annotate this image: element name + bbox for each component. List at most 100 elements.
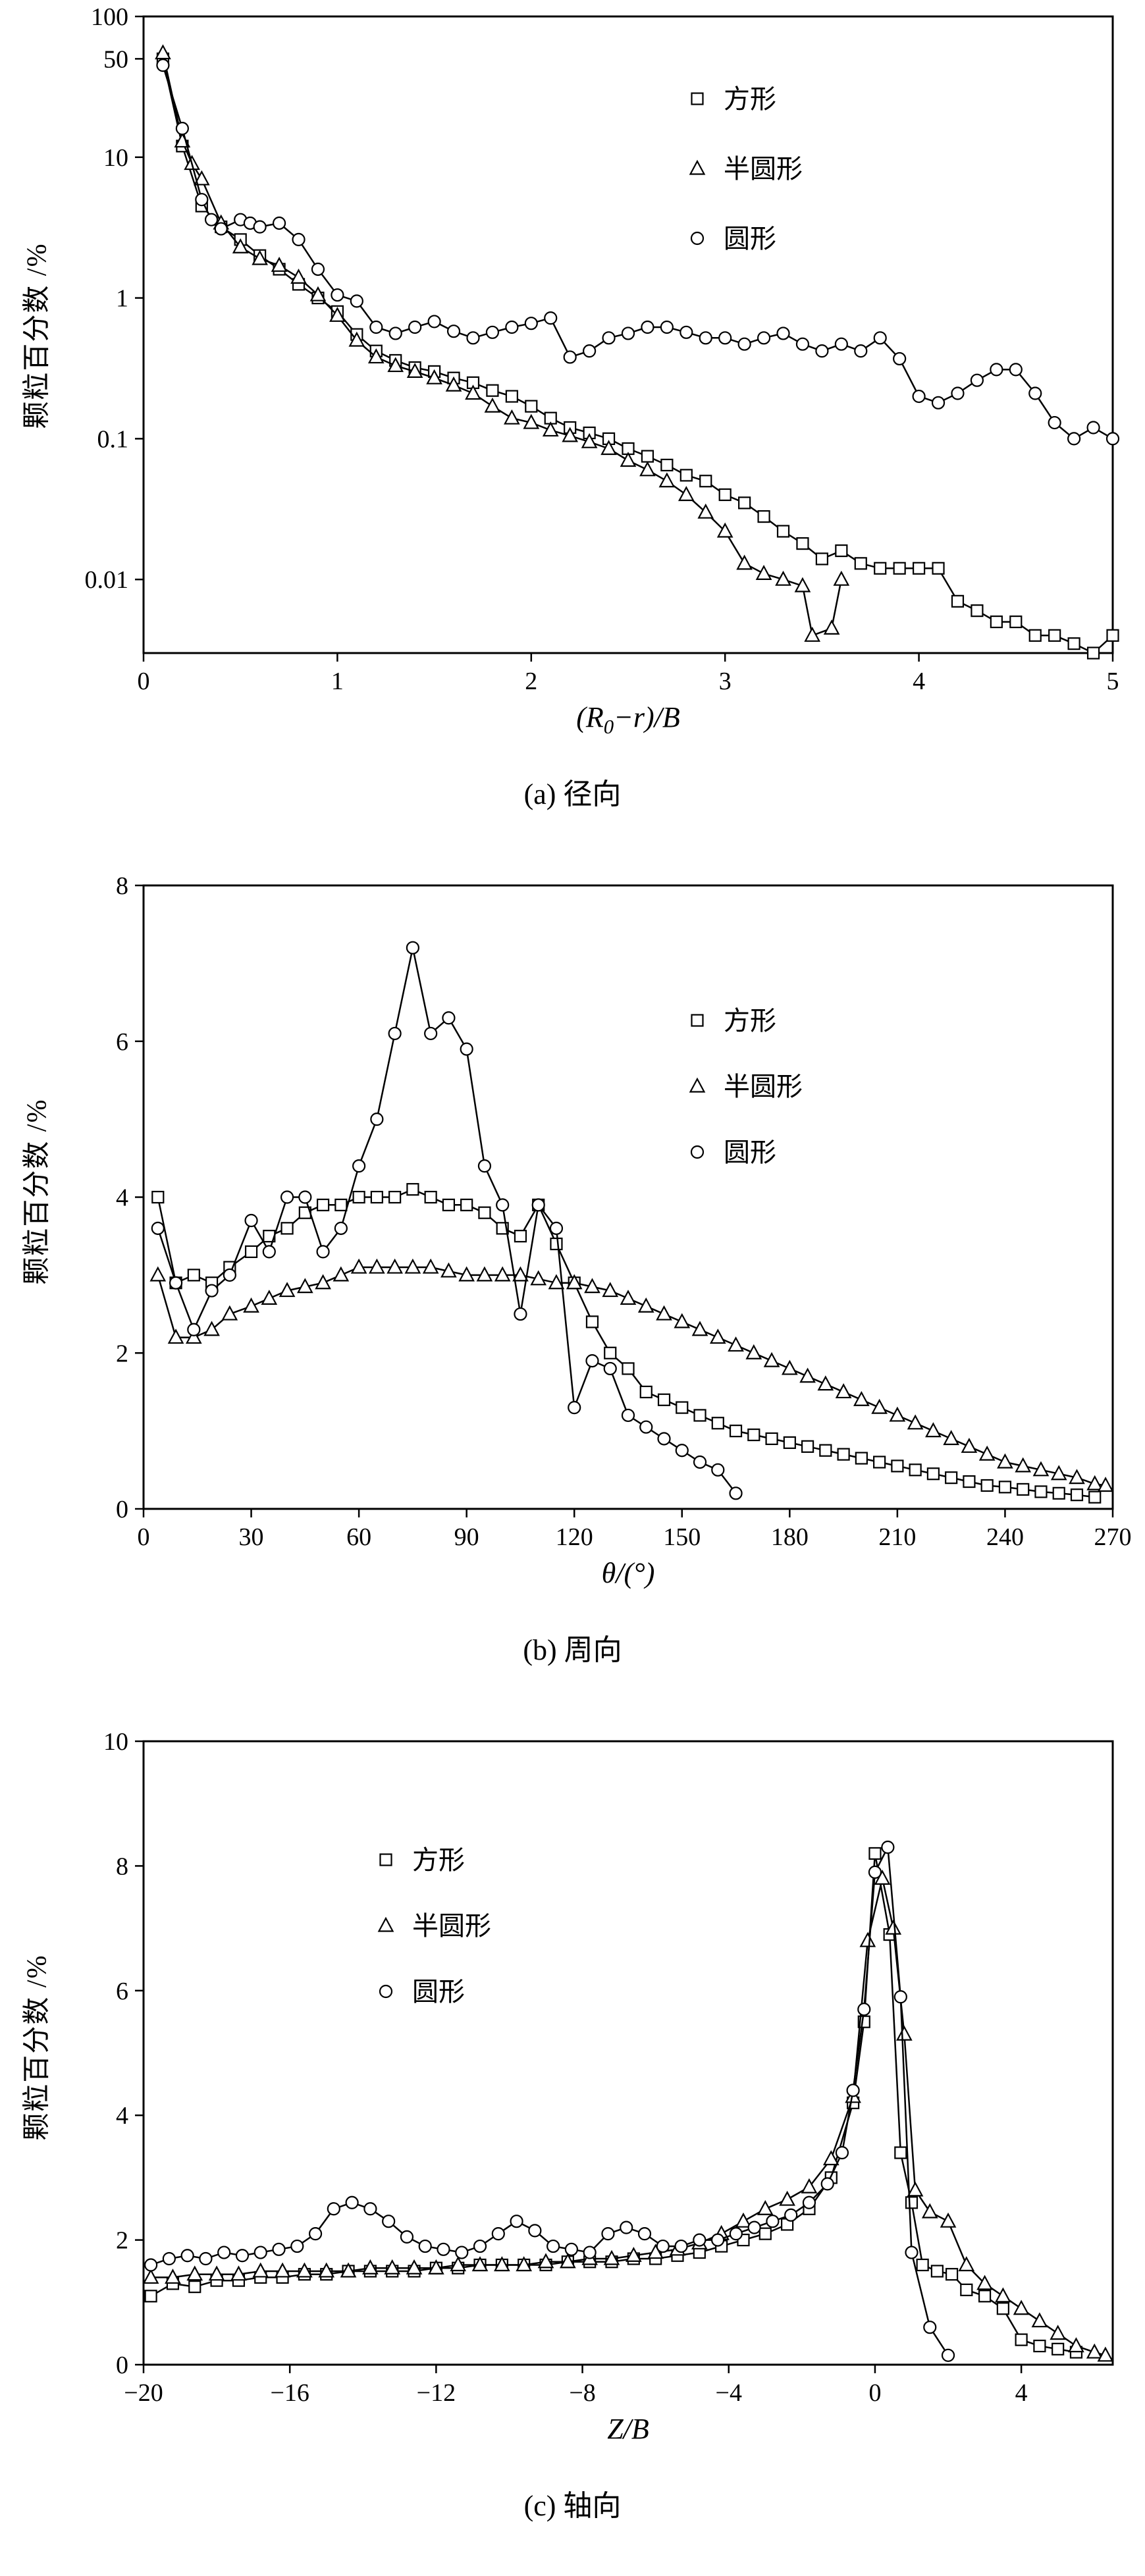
marker-square-icon — [998, 1481, 1012, 1494]
marker-circle-icon — [868, 1865, 882, 1879]
chart-c-caption: (c) 轴向 — [523, 2489, 622, 2522]
marker-circle-icon — [544, 311, 558, 325]
marker-square-icon — [388, 1190, 402, 1204]
x-tick-label: −12 — [417, 2379, 456, 2407]
marker-circle-icon — [893, 1990, 907, 2004]
marker-triangle-icon — [386, 1258, 403, 1274]
marker-triangle-icon — [369, 1258, 385, 1274]
marker-triangle-icon — [1050, 1465, 1067, 1481]
chart-a-x-axis-title: (R0−r)/B — [144, 700, 1113, 739]
marker-triangle-icon — [823, 619, 840, 635]
marker-square-icon — [971, 604, 984, 618]
marker-triangle-icon — [516, 2256, 533, 2272]
series-line-circle — [150, 1846, 949, 2356]
chart-a-block: 颗粒百分数 /% 0 1 2 3 4 5 100 50 10 1 0.1 0.01 方形 半圆形 圆形 (R… — [0, 0, 1145, 856]
marker-square-icon — [550, 1237, 563, 1251]
marker-circle-icon — [747, 2221, 761, 2234]
marker-square-icon — [815, 552, 829, 565]
marker-triangle-icon — [958, 2256, 975, 2272]
marker-triangle-icon — [603, 2249, 620, 2265]
marker-circle-icon — [711, 1463, 725, 1477]
marker-triangle-icon — [149, 1266, 167, 1282]
marker-triangle-icon — [315, 1274, 331, 1290]
marker-circle-icon — [400, 2230, 414, 2244]
marker-square-icon — [945, 2268, 959, 2281]
marker-triangle-icon — [674, 1313, 691, 1328]
marker-triangle-icon — [560, 2253, 576, 2269]
marker-triangle-icon — [232, 238, 249, 253]
marker-square-icon — [873, 1456, 886, 1469]
marker-circle-icon — [253, 220, 267, 234]
marker-square-icon — [990, 615, 1003, 629]
marker-square-icon — [188, 2280, 201, 2294]
x-tick-label: 60 — [346, 1523, 371, 1551]
marker-square-icon — [932, 562, 945, 575]
marker-triangle-icon — [422, 1258, 439, 1274]
legend-label: 半圆形 — [412, 1911, 491, 1941]
marker-circle-icon — [881, 1840, 895, 1854]
marker-triangle-icon — [1032, 1461, 1050, 1477]
marker-triangle-icon — [208, 2265, 225, 2281]
marker-circle-icon — [280, 1190, 294, 1204]
marker-square-icon — [759, 2227, 772, 2240]
chart-b-y-axis-title: 颗粒百分数 /% — [22, 1098, 53, 1285]
marker-square-icon — [244, 1245, 258, 1258]
marker-square-icon — [514, 1230, 527, 1243]
marker-circle-icon — [311, 262, 325, 276]
x-tick-label: −8 — [569, 2379, 595, 2407]
marker-circle-icon — [446, 325, 461, 338]
plot-frame — [142, 1740, 1114, 2366]
marker-circle-icon — [424, 1026, 438, 1041]
marker-triangle-icon — [822, 2150, 839, 2166]
marker-triangle-icon — [584, 1278, 600, 1294]
marker-triangle-icon — [504, 409, 520, 425]
marker-triangle-icon — [542, 421, 559, 437]
marker-circle-icon — [491, 2227, 505, 2241]
marker-square-icon — [711, 1417, 724, 1430]
marker-square-icon — [641, 450, 654, 463]
marker-square-icon — [1106, 629, 1119, 642]
marker-triangle-icon — [853, 1390, 870, 1406]
marker-square-icon — [639, 1385, 652, 1399]
marker-square-icon — [679, 469, 693, 482]
marker-square-icon — [460, 1198, 473, 1211]
marker-triangle-icon — [602, 1282, 619, 1298]
series-line-circle — [162, 65, 1113, 440]
marker-triangle-icon — [185, 1328, 202, 1344]
marker-square-icon — [909, 1463, 922, 1477]
marker-triangle-icon — [907, 2181, 924, 2197]
marker-circle-icon — [601, 2227, 615, 2241]
marker-triangle-icon — [404, 1258, 421, 1274]
marker-triangle-icon — [348, 331, 365, 347]
marker-circle-icon — [327, 2202, 340, 2216]
x-tick-label: 0 — [138, 668, 150, 695]
marker-circle-icon — [162, 2251, 176, 2266]
marker-triangle-icon — [871, 1398, 888, 1414]
marker-triangle-icon — [537, 2253, 554, 2269]
marker-square-icon — [819, 1444, 832, 1457]
marker-circle-icon — [657, 1432, 671, 1446]
y-tick-label: 4 — [116, 1184, 128, 1212]
marker-circle-icon — [835, 2145, 849, 2160]
marker-square-icon — [912, 562, 926, 575]
marker-circle-icon — [485, 325, 500, 339]
marker-circle-icon — [473, 2239, 487, 2253]
marker-triangle-icon — [600, 440, 617, 456]
marker-triangle-icon — [656, 1305, 672, 1321]
x-tick-label: 240 — [986, 1523, 1024, 1551]
marker-circle-icon — [316, 1245, 330, 1259]
legend-label: 方形 — [412, 1845, 465, 1875]
marker-square-icon — [835, 544, 848, 558]
marker-triangle-icon — [333, 1266, 350, 1282]
marker-circle-icon — [235, 2249, 250, 2263]
marker-triangle-icon — [167, 1328, 184, 1344]
marker-square-icon — [905, 2196, 919, 2209]
marker-square-icon — [424, 1190, 437, 1204]
marker-circle-icon — [298, 1190, 312, 1204]
marker-square-icon — [978, 2290, 992, 2303]
marker-triangle-icon — [384, 2259, 401, 2274]
y-tick-label: 0.1 — [97, 425, 129, 453]
marker-circle-icon — [970, 373, 984, 387]
marker-circle-icon — [893, 352, 907, 366]
marker-circle-icon — [699, 331, 712, 345]
